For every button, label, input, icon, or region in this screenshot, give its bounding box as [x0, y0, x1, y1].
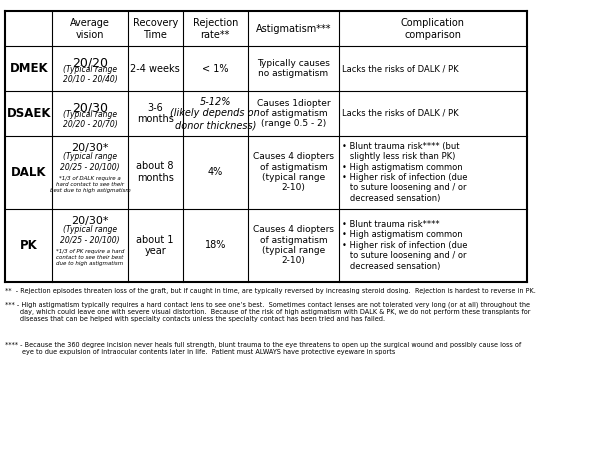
Text: 3-6
months: 3-6 months: [137, 103, 173, 124]
Text: 20/30: 20/30: [72, 101, 108, 114]
Text: (Typical range
20/25 - 20/100): (Typical range 20/25 - 20/100): [60, 226, 120, 245]
Text: 20/30*: 20/30*: [71, 216, 109, 226]
Text: 4%: 4%: [208, 167, 223, 177]
Text: Typically causes
no astigmatism: Typically causes no astigmatism: [257, 59, 330, 78]
Text: about 1
year: about 1 year: [136, 235, 174, 256]
Text: PK: PK: [20, 239, 38, 252]
Text: Causes 4 diopters
of astigmatism
(typical range
2-10): Causes 4 diopters of astigmatism (typica…: [253, 152, 334, 193]
Text: Average
vision: Average vision: [70, 18, 110, 40]
Text: DMEK: DMEK: [10, 62, 48, 75]
Text: DALK: DALK: [11, 166, 47, 179]
Text: Causes 4 diopters
of astigmatism
(typical range
2-10): Causes 4 diopters of astigmatism (typica…: [253, 225, 334, 266]
Text: 2-4 weeks: 2-4 weeks: [130, 64, 180, 74]
Text: • Blunt trauma risk**** (but
   slightly less risk than PK)
• High astigmatism c: • Blunt trauma risk**** (but slightly le…: [342, 142, 468, 203]
Text: 20/30*: 20/30*: [71, 143, 109, 153]
Text: 20/20: 20/20: [72, 56, 108, 69]
Text: **  - Rejection episodes threaten loss of the graft, but if caught in time, are : ** - Rejection episodes threaten loss of…: [5, 288, 536, 294]
Text: **** - Because the 360 degree incision never heals full strength, blunt trauma t: **** - Because the 360 degree incision n…: [5, 342, 521, 355]
Text: 5-12%
(likely depends on
donor thickness): 5-12% (likely depends on donor thickness…: [170, 97, 260, 130]
Text: Rejection
rate**: Rejection rate**: [193, 18, 238, 40]
Text: Lacks the risks of DALK / PK: Lacks the risks of DALK / PK: [342, 64, 459, 73]
Text: (Typical range
20/20 - 20/70): (Typical range 20/20 - 20/70): [62, 110, 118, 129]
Text: (Typical range
20/10 - 20/40): (Typical range 20/10 - 20/40): [62, 65, 118, 84]
Text: (Typical range
20/25 - 20/100): (Typical range 20/25 - 20/100): [60, 152, 120, 172]
Text: Recovery
Time: Recovery Time: [133, 18, 178, 40]
Text: about 8
months: about 8 months: [136, 161, 174, 183]
Text: *1/3 of PK require a hard
contact to see their best
due to high astigmatism: *1/3 of PK require a hard contact to see…: [56, 249, 124, 266]
Text: 18%: 18%: [205, 240, 226, 250]
Text: < 1%: < 1%: [202, 64, 229, 74]
Text: *1/3 of DALK require a
hard contact to see their
best due to high astigmatism: *1/3 of DALK require a hard contact to s…: [50, 176, 130, 193]
Text: Causes 1diopter
of astigmatism
(range 0.5 - 2): Causes 1diopter of astigmatism (range 0.…: [257, 98, 330, 129]
Text: DSAEK: DSAEK: [7, 107, 51, 120]
Text: *** - High astigmatism typically requires a hard contact lens to see one’s best.: *** - High astigmatism typically require…: [5, 301, 531, 322]
Text: Complication
comparison: Complication comparison: [401, 18, 465, 40]
Text: Lacks the risks of DALK / PK: Lacks the risks of DALK / PK: [342, 109, 459, 118]
Text: • Blunt trauma risk****
• High astigmatism common
• Higher risk of infection (du: • Blunt trauma risk**** • High astigmati…: [342, 220, 468, 271]
Text: Astigmatism***: Astigmatism***: [256, 24, 331, 34]
